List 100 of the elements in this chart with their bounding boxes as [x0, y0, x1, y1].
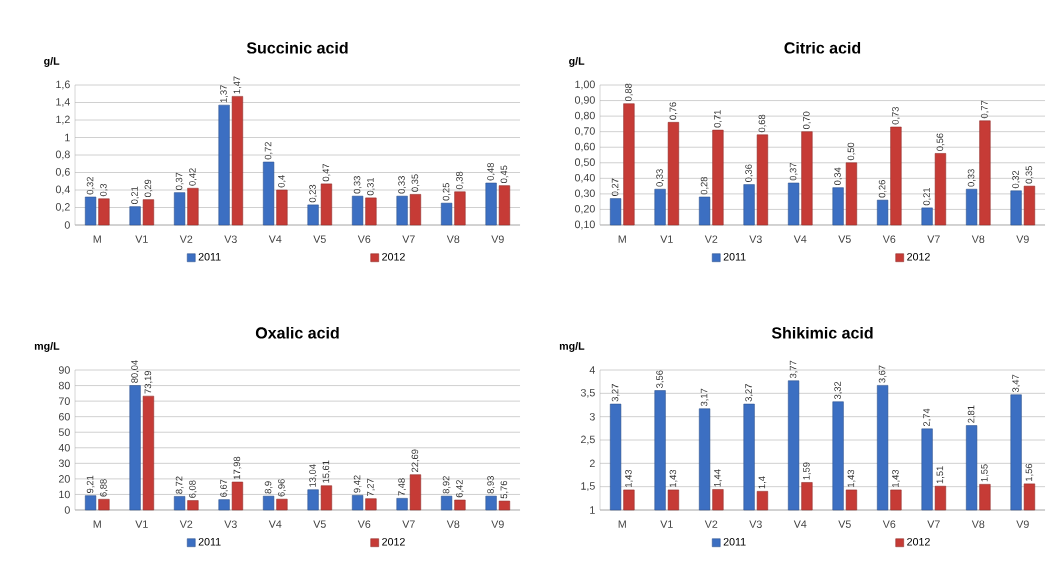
y-tick-label: 10: [59, 490, 70, 499]
x-tick-label: V5: [838, 520, 851, 528]
data-label: 1,43: [892, 469, 900, 487]
y-tick-label: 0: [64, 506, 70, 514]
y-tick-label: 30: [58, 459, 70, 468]
data-label: 0,33: [967, 169, 976, 187]
data-label: 5,76: [500, 481, 509, 499]
bar: [218, 499, 230, 511]
bar: [409, 474, 422, 511]
data-label: 0,37: [789, 163, 798, 181]
data-label: 0,4: [278, 175, 286, 188]
x-tick-label: V4: [268, 235, 282, 243]
data-label: 1,4: [758, 476, 767, 489]
bar: [307, 204, 319, 226]
x-tick-label: V6: [357, 520, 371, 528]
data-label: 0,33: [398, 176, 406, 194]
y-tick-label: 0,20: [574, 205, 595, 214]
data-label: 0,27: [611, 178, 620, 196]
x-tick-label: V6: [357, 235, 371, 243]
x-tick-label: V2: [704, 235, 718, 243]
bar: [142, 395, 155, 511]
data-label: 17,98: [233, 456, 242, 480]
y-tick-label: 3: [589, 412, 595, 421]
data-label: 0,32: [1012, 170, 1020, 189]
data-label: 80,04: [131, 360, 139, 383]
y-tick-label: 90: [58, 366, 70, 374]
data-label: 0,21: [131, 186, 139, 205]
data-label: 1,43: [625, 469, 633, 487]
data-label: 0,70: [803, 111, 811, 130]
data-label: 0,47: [322, 163, 331, 182]
chart-title: Shikimic acid: [771, 326, 873, 339]
data-label: 15,61: [322, 460, 331, 483]
x-tick-label: V4: [793, 520, 807, 528]
x-tick-label: V4: [793, 235, 807, 243]
bar: [454, 191, 466, 226]
bar: [320, 485, 333, 511]
data-label: 1,51: [936, 466, 945, 484]
y-tick-label: 1: [65, 133, 70, 142]
bar: [396, 195, 408, 226]
bar: [365, 197, 377, 226]
data-label: 0,37: [175, 172, 184, 191]
y-tick-label: 60: [58, 412, 70, 421]
y-tick-label: 0,50: [574, 158, 595, 168]
data-label: 0,88: [625, 83, 633, 102]
bar: [129, 206, 141, 226]
data-label: 0,45: [500, 165, 509, 184]
y-tick-label: 2,5: [581, 435, 595, 445]
x-tick-label: V7: [927, 520, 940, 528]
data-label: 3,32: [834, 381, 842, 400]
x-tick-label: M: [93, 235, 101, 243]
data-label: 6,42: [456, 480, 464, 498]
bar: [320, 183, 333, 226]
x-tick-label: V3: [224, 235, 237, 243]
y-tick-label: 40: [58, 444, 70, 452]
x-tick-label: V9: [491, 235, 504, 243]
y-tick-label: 0,4: [55, 185, 70, 195]
bar: [84, 196, 97, 226]
y-tick-label: 3,5: [580, 388, 595, 398]
legend-label: 2011: [198, 253, 221, 261]
data-label: 3,77: [789, 360, 798, 379]
bar: [173, 192, 186, 226]
x-tick-label: V8: [971, 520, 985, 528]
data-label: 0,73: [892, 106, 900, 125]
y-tick-label: 70: [58, 397, 70, 405]
bar: [276, 189, 288, 226]
y-tick-label: 0,60: [574, 142, 595, 152]
data-label: 6,88: [100, 479, 108, 497]
data-label: 0,56: [936, 133, 945, 151]
data-label: 1,37: [220, 85, 228, 103]
x-tick-label: V1: [660, 520, 673, 528]
bar: [307, 489, 319, 511]
data-label: 0,35: [1025, 166, 1034, 184]
data-label: 2,81: [967, 405, 976, 423]
data-label: 8,72: [175, 476, 184, 494]
legend-label: 2012: [382, 253, 405, 261]
y-tick-label: 1,6: [56, 80, 70, 90]
bar: [98, 499, 110, 511]
bar: [441, 495, 453, 511]
data-label: 0,71: [714, 110, 722, 128]
x-tick-label: V1: [135, 520, 148, 528]
data-label: 1,43: [847, 469, 856, 487]
data-label: 0,32: [86, 177, 95, 195]
bar: [454, 499, 466, 511]
data-label: 0,38: [456, 171, 464, 190]
data-label: 3,67: [878, 365, 887, 383]
legend-label: 2012: [907, 252, 930, 261]
data-label: 1,59: [803, 462, 811, 480]
y-tick-label: 0,70: [574, 127, 595, 137]
data-label: 0,35: [411, 174, 420, 192]
bar: [187, 500, 199, 511]
bar: [129, 385, 141, 511]
data-label: 3,17: [700, 388, 709, 407]
data-label: 1,47: [233, 76, 242, 94]
data-label: 0,26: [878, 180, 887, 198]
data-label: 1,56: [1025, 463, 1034, 481]
data-label: 0,33: [353, 176, 362, 194]
y-tick-label: 0: [64, 221, 70, 229]
y-tick-label: 0,90: [574, 96, 595, 105]
data-label: 13,04: [309, 464, 317, 487]
bar: [173, 496, 186, 511]
